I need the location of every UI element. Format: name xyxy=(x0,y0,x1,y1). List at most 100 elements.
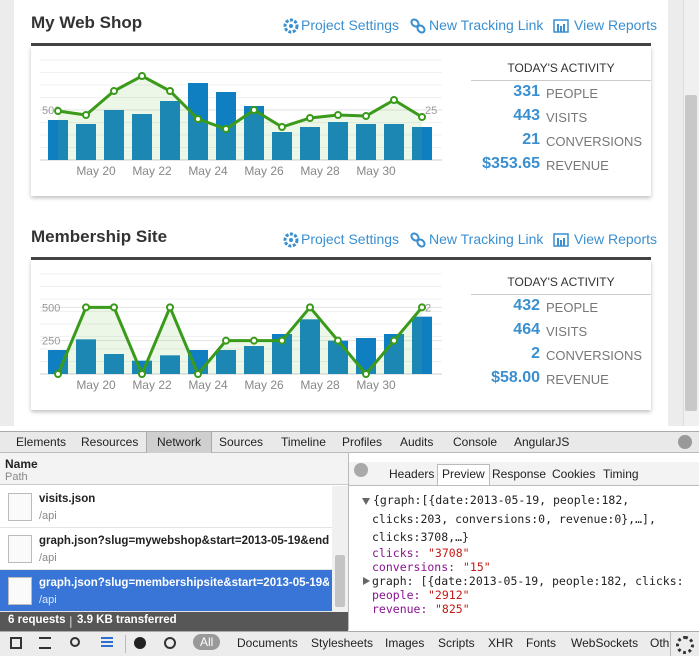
detail-tab[interactable]: Preview xyxy=(437,464,490,485)
line xyxy=(56,303,424,378)
line-point xyxy=(82,111,90,119)
gear xyxy=(283,18,299,34)
line xyxy=(57,74,423,131)
close-devtools[interactable] xyxy=(678,435,692,449)
title-rule xyxy=(31,257,651,260)
devtools-tab[interactable]: Elements xyxy=(16,435,67,449)
filter-button[interactable]: Images xyxy=(385,636,425,650)
line-point xyxy=(306,303,314,312)
settings-gear[interactable] xyxy=(676,636,694,654)
bar xyxy=(76,339,96,374)
stat-value: 2 xyxy=(531,345,540,362)
request-row[interactable] xyxy=(0,528,332,570)
stat-value: 464 xyxy=(513,321,540,338)
toolbar-icon[interactable] xyxy=(39,637,51,649)
toolbar-icon[interactable] xyxy=(134,637,146,649)
request-row[interactable] xyxy=(0,486,332,528)
request-row[interactable] xyxy=(0,570,332,612)
filter-button[interactable]: Oth xyxy=(650,636,670,650)
bar xyxy=(104,110,124,160)
x-tick-label: May 22 xyxy=(132,164,172,178)
devtools-tab[interactable]: Resources xyxy=(81,435,139,449)
line-point xyxy=(390,336,398,345)
preview-value: "15" xyxy=(463,560,491,574)
request-name: graph.json?slug=mywebshop&start=2013-05-… xyxy=(39,535,329,547)
line-point xyxy=(110,303,118,312)
devtools-tab[interactable]: Sources xyxy=(219,435,264,449)
line-point xyxy=(362,112,370,120)
stat-value: 432 xyxy=(513,297,540,314)
detail-tab[interactable]: Cookies xyxy=(552,467,596,481)
detail-tab[interactable]: Timing xyxy=(603,467,639,481)
stat-label: CONVERSIONS xyxy=(546,348,643,363)
bar xyxy=(272,334,292,374)
line-point xyxy=(138,72,146,80)
toolbar-icon[interactable] xyxy=(164,637,176,649)
activity-heading: TODAY'S ACTIVITY xyxy=(507,61,615,75)
toolbar-icon[interactable] xyxy=(101,637,113,649)
stat-value: 21 xyxy=(522,131,540,148)
line-point xyxy=(278,123,286,131)
bar xyxy=(328,122,348,160)
project-title: Membership Site xyxy=(31,227,168,246)
devtools-tab[interactable]: Audits xyxy=(400,435,434,449)
x-tick-label: May 26 xyxy=(244,378,284,392)
line-point xyxy=(166,87,174,95)
line-point xyxy=(362,370,370,378)
detail-tabbar xyxy=(349,462,699,486)
project-link[interactable]: New Tracking Link xyxy=(429,17,544,33)
line-point xyxy=(418,113,426,121)
devtools-tab[interactable]: Network xyxy=(146,432,213,453)
filter-button[interactable]: WebSockets xyxy=(571,636,639,650)
line-point xyxy=(334,336,342,345)
link-icon xyxy=(283,232,299,248)
activity-rule xyxy=(471,294,651,295)
toolbar-icon[interactable] xyxy=(10,637,22,649)
bar xyxy=(384,334,404,374)
preview-key: clicks: xyxy=(372,546,421,560)
preview-key: people: xyxy=(372,588,421,602)
link-icon xyxy=(553,233,569,247)
filter-button[interactable]: Fonts xyxy=(526,636,557,650)
disclosure-triangle xyxy=(362,498,370,505)
status-requests: 6 requests xyxy=(8,614,66,626)
devtools-tab[interactable]: Timeline xyxy=(281,435,326,449)
x-tick-label: May 28 xyxy=(300,378,340,392)
devtools-tab[interactable]: Profiles xyxy=(342,435,383,449)
project-link[interactable]: New Tracking Link xyxy=(429,231,544,247)
project-card xyxy=(31,260,651,410)
stat-label: REVENUE xyxy=(546,158,609,173)
bar xyxy=(328,340,348,374)
bar xyxy=(300,319,320,374)
chain xyxy=(416,238,426,248)
stat-label: VISITS xyxy=(546,324,588,339)
filter-button[interactable]: Scripts xyxy=(438,636,475,650)
project-link[interactable]: Project Settings xyxy=(301,231,400,247)
filter-button[interactable]: Stylesheets xyxy=(311,636,374,650)
stat-label: PEOPLE xyxy=(546,86,599,101)
line-point xyxy=(306,114,314,122)
toolbar-icon[interactable] xyxy=(70,637,80,647)
project-link[interactable]: View Reports xyxy=(574,17,658,33)
close-detail[interactable] xyxy=(354,463,368,477)
project-link[interactable]: Project Settings xyxy=(301,17,400,33)
bottom-toolbar xyxy=(0,631,699,656)
filter-button[interactable]: Documents xyxy=(237,636,298,650)
chain xyxy=(416,24,426,34)
line-point xyxy=(418,303,426,312)
project-link[interactable]: View Reports xyxy=(574,231,658,247)
y-tick-label: 250 xyxy=(42,336,60,348)
devtools-tab[interactable]: Console xyxy=(453,435,498,449)
x-tick-label: May 28 xyxy=(300,164,340,178)
filter-button[interactable]: XHR xyxy=(488,636,514,650)
detail-tab[interactable]: Response xyxy=(492,467,547,481)
detail-tab[interactable]: Headers xyxy=(389,467,435,481)
link-icon xyxy=(410,18,426,34)
bar xyxy=(104,354,124,374)
report-bar xyxy=(563,24,565,32)
devtools-tab[interactable]: AngularJS xyxy=(514,435,570,449)
project-title: My Web Shop xyxy=(31,13,143,32)
bar xyxy=(356,338,376,374)
filter-button[interactable]: All xyxy=(193,634,221,650)
bar xyxy=(48,120,68,160)
